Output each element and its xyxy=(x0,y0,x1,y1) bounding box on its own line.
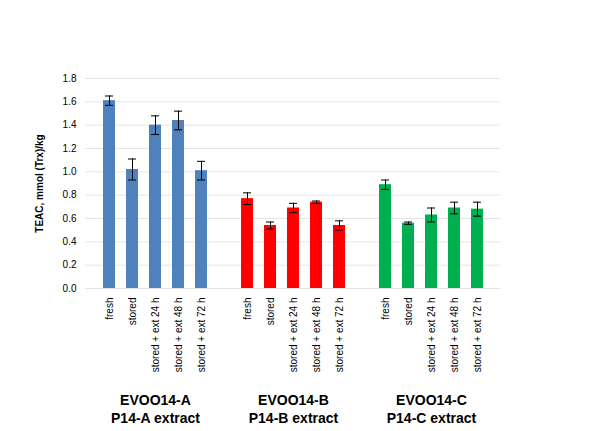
svg-text:1.4: 1.4 xyxy=(63,119,77,130)
svg-text:1.2: 1.2 xyxy=(63,143,77,154)
svg-text:1.0: 1.0 xyxy=(63,166,77,177)
svg-text:fresh: fresh xyxy=(104,298,115,320)
svg-text:stored + ext 24 h: stored + ext 24 h xyxy=(426,298,437,373)
svg-text:stored + ext 24 h: stored + ext 24 h xyxy=(150,298,161,373)
svg-text:EVOO14-B: EVOO14-B xyxy=(258,392,329,408)
svg-text:fresh: fresh xyxy=(380,298,391,320)
svg-text:stored + ext 24 h: stored + ext 24 h xyxy=(288,298,299,373)
svg-text:EVOO14-A: EVOO14-A xyxy=(120,392,191,408)
svg-text:stored + ext 72 h: stored + ext 72 h xyxy=(334,298,345,373)
svg-text:TEAC, mmol (Trx)/kg: TEAC, mmol (Trx)/kg xyxy=(34,134,45,232)
svg-text:0.0: 0.0 xyxy=(63,283,77,294)
svg-text:1.6: 1.6 xyxy=(63,96,77,107)
svg-text:0.8: 0.8 xyxy=(63,189,77,200)
svg-text:stored: stored xyxy=(127,298,138,326)
svg-text:P14-B extract: P14-B extract xyxy=(249,410,339,426)
svg-text:EVOO14-C: EVOO14-C xyxy=(396,392,467,408)
svg-text:0.6: 0.6 xyxy=(63,213,77,224)
svg-text:fresh: fresh xyxy=(242,298,253,320)
svg-text:0.4: 0.4 xyxy=(63,236,77,247)
svg-text:P14-C extract: P14-C extract xyxy=(387,410,477,426)
svg-text:stored + ext 48 h: stored + ext 48 h xyxy=(173,298,184,373)
svg-text:stored + ext 72 h: stored + ext 72 h xyxy=(196,298,207,373)
svg-text:0.2: 0.2 xyxy=(63,259,77,270)
svg-text:stored + ext 72 h: stored + ext 72 h xyxy=(472,298,483,373)
svg-text:1.8: 1.8 xyxy=(63,73,77,84)
svg-text:stored + ext 48 h: stored + ext 48 h xyxy=(311,298,322,373)
svg-text:P14-A extract: P14-A extract xyxy=(111,410,200,426)
svg-text:stored + ext 48 h: stored + ext 48 h xyxy=(449,298,460,373)
svg-text:stored: stored xyxy=(265,298,276,326)
svg-text:stored: stored xyxy=(403,298,414,326)
